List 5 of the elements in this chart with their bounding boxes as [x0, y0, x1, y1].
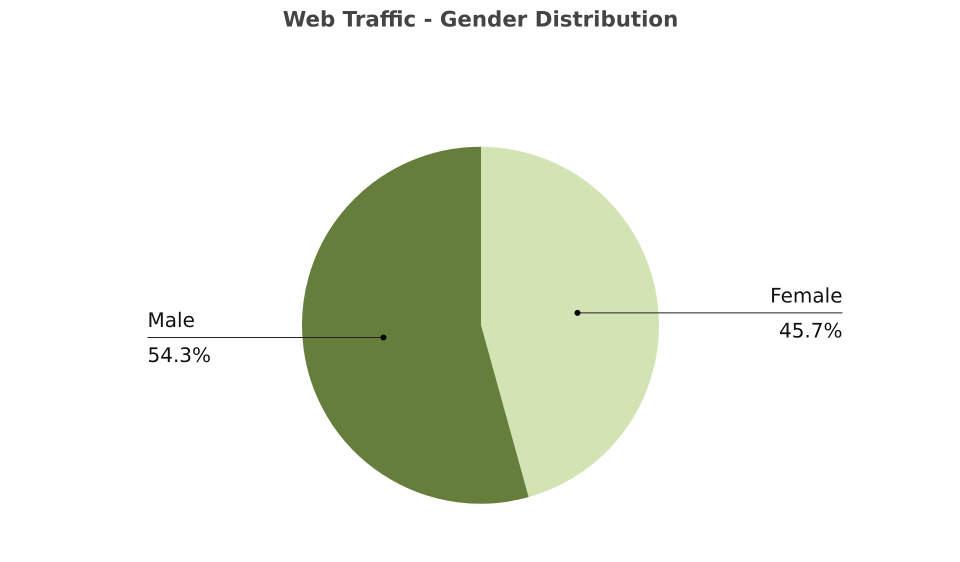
chart-title: Web Traffic - Gender Distribution — [282, 8, 678, 32]
data-label: 54.3% — [148, 343, 212, 368]
slice-label: Male — [148, 308, 195, 332]
slice-label: Female — [770, 283, 843, 308]
data-label: 45.7% — [778, 318, 843, 343]
